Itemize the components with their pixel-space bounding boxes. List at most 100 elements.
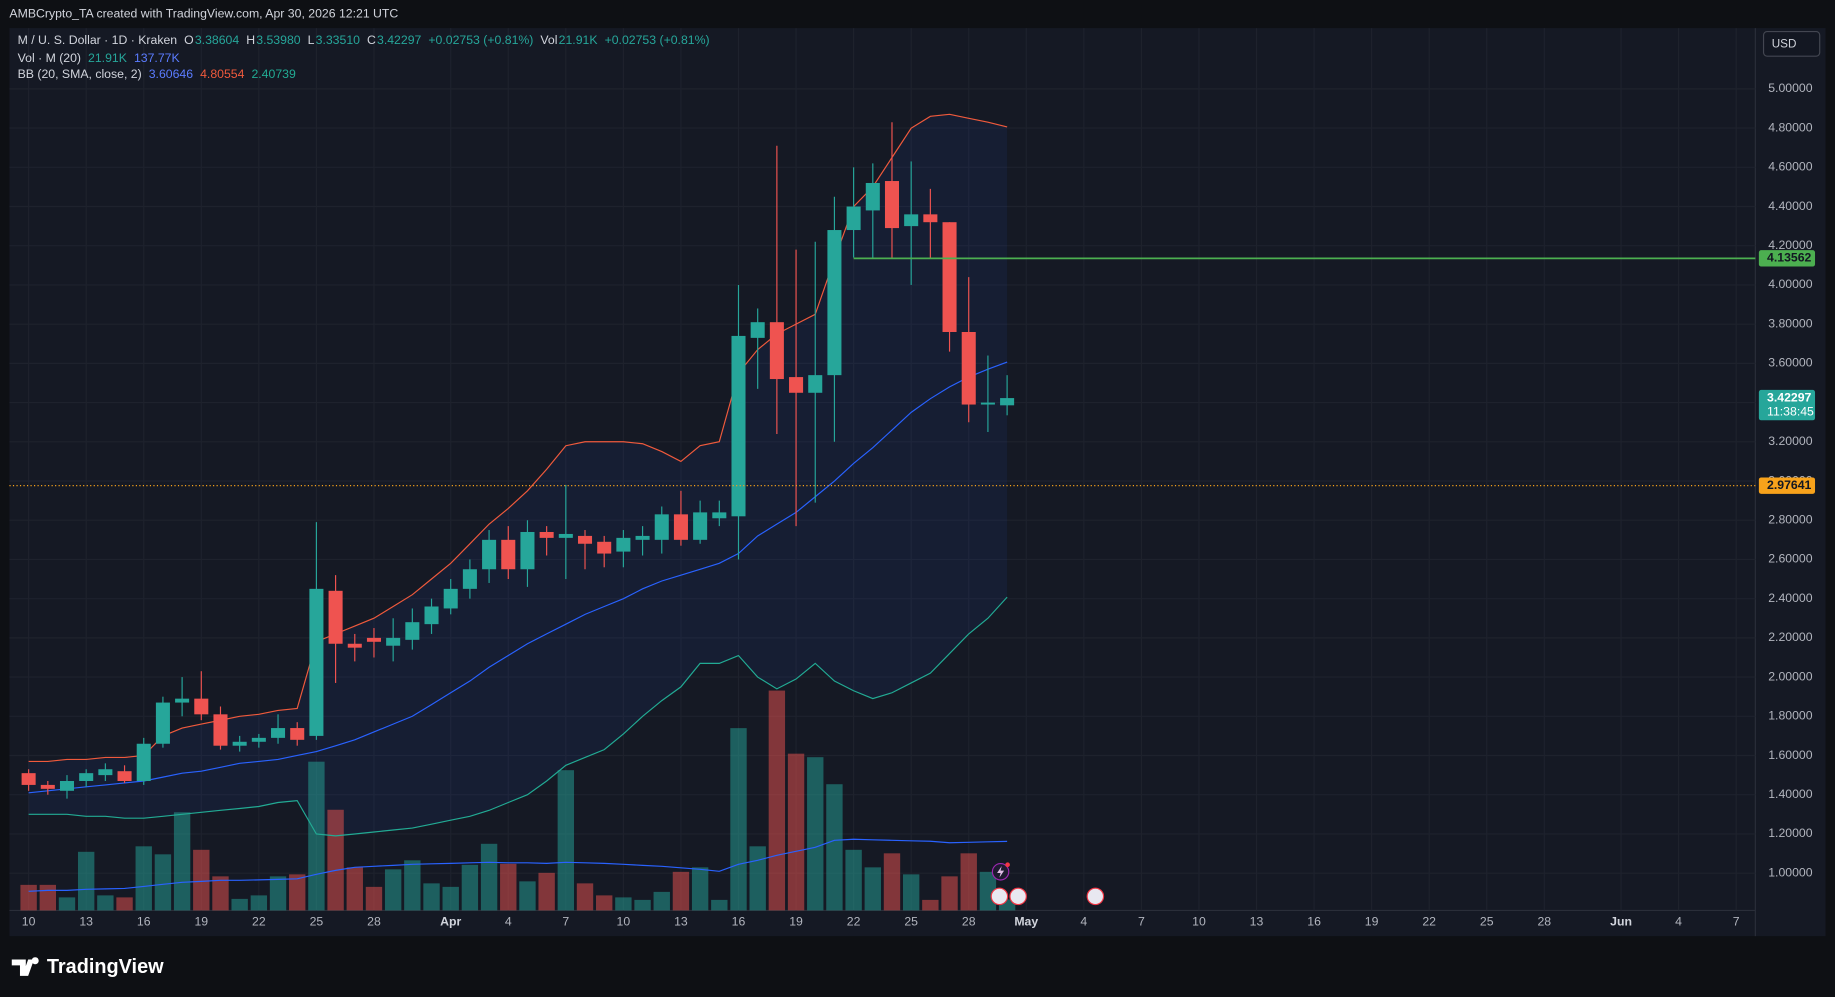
y-tick-label: 3.60000: [1768, 356, 1813, 370]
price-label-box: [1758, 250, 1816, 267]
candle-body: [577, 535, 593, 544]
y-tick-label: 3.80000: [1768, 316, 1813, 330]
x-tick-label: 4: [1080, 914, 1087, 928]
y-tick-label: 2.00000: [1768, 669, 1813, 683]
volume-bar: [116, 897, 133, 911]
flag-icon[interactable]: [1086, 887, 1105, 906]
volume-bar: [902, 874, 920, 911]
volume-bar: [250, 895, 268, 911]
volume-bar: [39, 884, 56, 911]
candle-body: [405, 622, 420, 640]
x-tick-label: 7: [562, 914, 569, 928]
volume-bar: [519, 881, 536, 911]
bb-lower-line: [28, 596, 1008, 837]
x-tick-label: 22: [1422, 914, 1436, 928]
candle-body: [654, 514, 669, 540]
candle-body: [712, 512, 727, 519]
y-tick-label: 1.00000: [1768, 865, 1813, 879]
volume-bar: [442, 886, 459, 911]
legend-text: 3.42297: [377, 33, 422, 47]
x-tick-label: 19: [789, 914, 803, 928]
candle-body: [750, 322, 765, 338]
candle-body: [673, 514, 688, 540]
volume-bar: [231, 898, 248, 911]
candle-body: [271, 728, 286, 738]
volume-ma-line: [28, 838, 1008, 892]
legend-text: C: [367, 33, 376, 47]
candle-body: [40, 784, 55, 789]
candle-body: [884, 181, 900, 229]
legend-text: 2.40739: [251, 67, 296, 81]
candle-body: [865, 182, 880, 211]
x-tick-label: 13: [1250, 914, 1264, 928]
candle-body: [558, 533, 573, 538]
legend-text: 21.91K: [559, 33, 599, 47]
x-tick-label: 28: [962, 914, 976, 928]
bb-upper-line: [28, 113, 1008, 763]
x-tick-label: 25: [310, 914, 324, 928]
volume-bar: [97, 895, 114, 911]
volume-bar: [787, 753, 805, 911]
legend-text: O: [184, 33, 194, 47]
volume-bar: [500, 863, 517, 911]
volume-bar: [960, 853, 977, 911]
x-tick-label: 28: [1537, 914, 1551, 928]
candle-body: [923, 214, 938, 223]
volume-bar: [135, 846, 152, 911]
volume-bar: [576, 883, 594, 911]
y-tick-label: 2.60000: [1768, 552, 1813, 566]
legend-text: 3.60646: [149, 67, 194, 81]
candle-body: [635, 535, 650, 540]
legend-text: 3.38604: [195, 33, 240, 47]
x-tick-label: 25: [904, 914, 918, 928]
candle-body: [175, 698, 190, 703]
legend-text: 3.33510: [316, 33, 361, 47]
x-tick-label: 10: [1192, 914, 1206, 928]
candle-body: [21, 773, 36, 785]
volume-bar: [653, 891, 670, 911]
volume-bar: [615, 897, 632, 911]
volume-bar: [711, 899, 728, 911]
candle-body: [98, 769, 113, 776]
candle-body: [251, 737, 266, 742]
volume-bar: [749, 846, 766, 911]
x-tick-label: Apr: [440, 914, 461, 928]
flag-icon[interactable]: [990, 887, 1009, 906]
volume-bar: [998, 899, 1016, 911]
x-tick-label: 16: [1307, 914, 1321, 928]
candle-body: [328, 590, 343, 644]
brand-logo: TradingView: [11, 956, 164, 978]
last-price-label: 3.42297: [1767, 390, 1812, 404]
volume-bar: [941, 876, 958, 911]
candle-body: [597, 541, 612, 554]
x-tick-label: 16: [732, 914, 746, 928]
legend-text: 4.80554: [200, 67, 245, 81]
currency-button[interactable]: [1762, 31, 1821, 57]
volume-bar: [538, 872, 555, 911]
candle-body: [693, 512, 708, 540]
x-tick-label: 4: [505, 914, 512, 928]
event-icons: [990, 862, 1105, 906]
candle-body: [424, 606, 439, 625]
y-tick-label: 4.20000: [1768, 238, 1813, 252]
candle-body: [769, 322, 784, 380]
bb-band-fill: [28, 114, 1008, 836]
brand: TradingView: [47, 956, 164, 978]
legend-text: 137.77K: [134, 51, 181, 65]
volume-bar: [845, 849, 862, 911]
plot: 5.00000 4.80000 4.60000 4.40000 4.20000 4.000…: [9, 28, 1816, 928]
attribution: AMBCrypto_TA created with TradingView.co…: [9, 6, 398, 20]
candle-body: [194, 698, 209, 715]
y-tick-label: 4.60000: [1768, 160, 1813, 174]
x-tick-label: 28: [367, 914, 381, 928]
flag-icon[interactable]: [1009, 887, 1027, 906]
candle-body: [232, 741, 247, 746]
legend-text: L: [308, 33, 315, 47]
y-tick-label: 5.00000: [1768, 81, 1813, 95]
currency[interactable]: USD: [1772, 38, 1797, 51]
x-tick-label: 7: [1733, 914, 1740, 928]
y-tick-label: 2.40000: [1768, 591, 1813, 605]
volume-bar: [768, 690, 786, 911]
